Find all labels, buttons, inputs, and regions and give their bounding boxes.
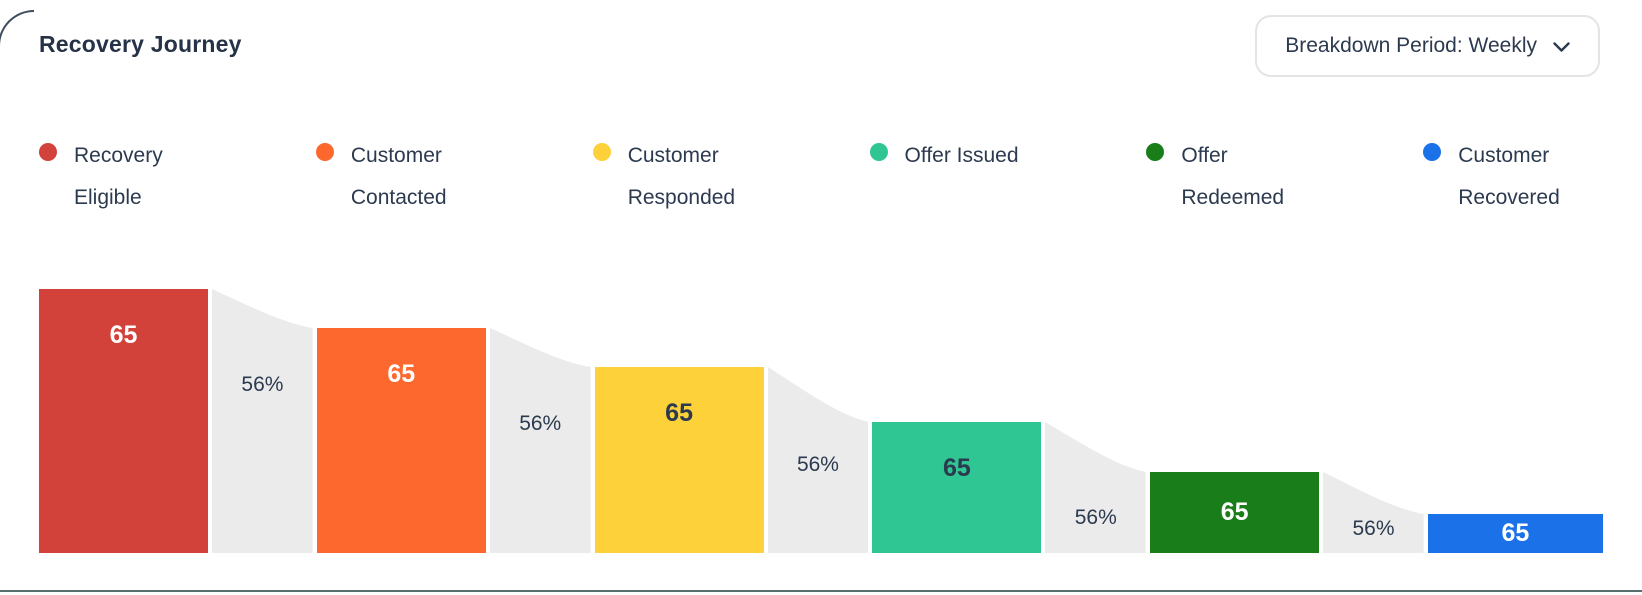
bar-value-label: 65	[1220, 498, 1249, 526]
bar-value-label: 65	[942, 454, 971, 482]
bar-value-label: 65	[387, 360, 416, 388]
legend-dot	[1423, 143, 1442, 161]
legend-item-customer-recovered[interactable]: Customer Recovered	[1423, 135, 1603, 219]
legend-label: Customer Recovered	[1458, 144, 1560, 209]
conversion-rate-label: 56%	[796, 453, 839, 476]
legend-item-customer-responded[interactable]: Customer Responded	[592, 135, 870, 219]
funnel-bar-customer-responded[interactable]: 65	[594, 367, 764, 553]
legend-dot	[1146, 143, 1165, 161]
funnel-bar-offer-issued[interactable]: 65	[872, 422, 1042, 553]
legend-dot	[869, 143, 888, 161]
legend: Recovery Eligible Customer Contacted Custo…	[0, 135, 1642, 219]
funnel-connector: 56%	[767, 275, 869, 553]
funnel-connector: 56%	[1045, 275, 1147, 553]
legend-label: Offer Redeemed	[1181, 144, 1285, 209]
legend-label: Offer Issued	[904, 144, 1019, 167]
chevron-down-icon	[1553, 42, 1570, 53]
legend-item-customer-contacted[interactable]: Customer Contacted	[315, 135, 593, 219]
legend-label: Customer Contacted	[350, 144, 447, 209]
breakdown-period-value: Weekly	[1468, 34, 1537, 57]
funnel-connector: 56%	[489, 275, 591, 553]
funnel-bar-customer-recovered[interactable]: 65	[1427, 514, 1603, 553]
bottom-divider	[0, 590, 1642, 592]
legend-dot	[39, 143, 57, 161]
legend-label: Customer Responded	[627, 144, 736, 209]
bar-value-label: 65	[665, 399, 693, 427]
legend-dot	[592, 143, 611, 161]
bar-value-label: 65	[109, 321, 138, 349]
funnel-bar-offer-redeemed[interactable]: 65	[1150, 472, 1320, 553]
conversion-rate-label: 56%	[519, 412, 562, 435]
funnel-connector: 56%	[212, 275, 313, 553]
conversion-rate-label: 56%	[1352, 517, 1395, 540]
legend-dot	[315, 143, 334, 161]
funnel-bar-customer-contacted[interactable]: 65	[316, 328, 486, 553]
legend-item-offer-redeemed[interactable]: Offer Redeemed	[1146, 135, 1423, 219]
bar-value-label: 65	[1501, 519, 1530, 547]
funnel-connector: 56%	[1323, 275, 1424, 553]
conversion-rate-label: 56%	[1074, 506, 1117, 529]
panel-title: Recovery Journey	[39, 31, 242, 57]
funnel-chart: 65 56% 65 56% 65 56% 65 56% 65 56% 65	[39, 275, 1603, 553]
conversion-rate-label: 56%	[241, 373, 284, 396]
breakdown-period-dropdown[interactable]: Breakdown Period: Weekly	[1255, 15, 1600, 77]
funnel-bar-recovery-eligible[interactable]: 65	[39, 289, 209, 553]
breakdown-period-label: Breakdown Period: Weekly	[1285, 34, 1537, 57]
panel-header: Recovery Journey Breakdown Period: Weekl…	[0, 0, 1642, 77]
legend-item-recovery-eligible[interactable]: Recovery Eligible	[39, 135, 316, 219]
legend-label: Recovery Eligible	[74, 144, 163, 209]
legend-item-offer-issued[interactable]: Offer Issued	[869, 135, 1147, 219]
